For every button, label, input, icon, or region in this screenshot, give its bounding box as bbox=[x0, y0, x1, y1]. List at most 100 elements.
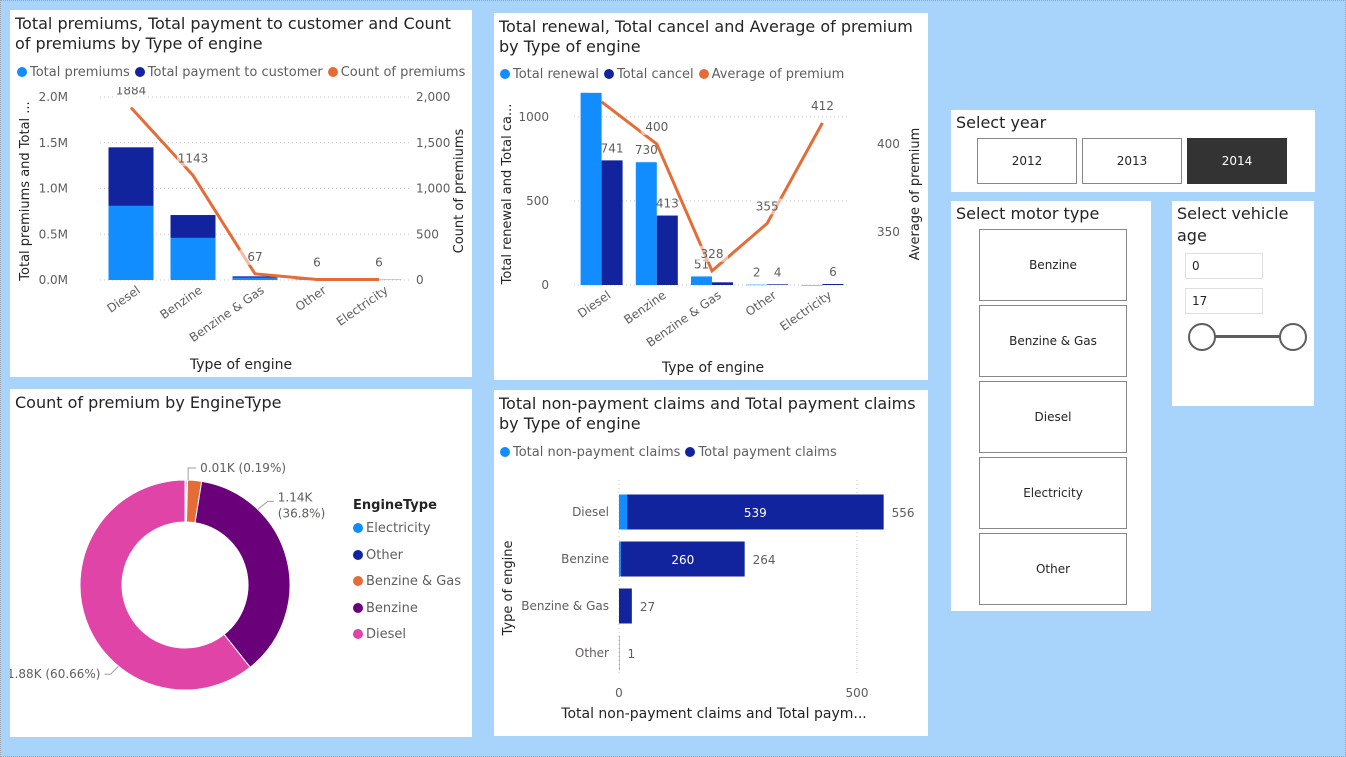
legend-item[interactable]: Electricity bbox=[353, 521, 461, 548]
x-tick-label: Other bbox=[293, 283, 329, 314]
legend-item[interactable]: Total premiums bbox=[17, 65, 130, 80]
chart-title: Total premiums, Total payment to custome… bbox=[15, 14, 452, 53]
chart-donut-card[interactable]: Count of premium by EngineType 0.01K (0.… bbox=[10, 389, 472, 737]
y-right-tick: 500 bbox=[416, 227, 439, 241]
bar-total-renewal bbox=[801, 285, 823, 286]
legend-dot-icon bbox=[353, 629, 363, 639]
legend-item[interactable]: Diesel bbox=[353, 627, 461, 654]
chart-renewal-card[interactable]: Total renewal, Total cancel and Average … bbox=[494, 13, 928, 380]
legend-label: Diesel bbox=[366, 627, 407, 642]
y-left-tick: 1.5M bbox=[39, 136, 68, 150]
bar-total-premiums bbox=[108, 205, 154, 280]
x-axis-label: Total non-payment claims and Total paym.… bbox=[560, 706, 866, 722]
chart-plot-3[interactable]: 0.01K (0.19%) 1.14K (36.8%) 1.88K (60.66%) bbox=[10, 417, 350, 737]
age-slider-fill bbox=[1200, 335, 1294, 338]
age-max-input[interactable]: 17 bbox=[1185, 288, 1263, 314]
data-label-renewal: 730 bbox=[635, 143, 658, 157]
slicer-vehicle-age: Select vehicle age 0 17 bbox=[1172, 201, 1314, 406]
y-right-tick: 350 bbox=[877, 225, 900, 239]
legend-title: EngineType bbox=[353, 498, 437, 513]
slicer-year: Select year 2012 2013 2014 bbox=[951, 110, 1315, 192]
donut-slice-diesel bbox=[79, 479, 251, 691]
motor-button-benzine-gas[interactable]: Benzine & Gas bbox=[979, 305, 1127, 377]
bar-total-cancel bbox=[822, 283, 844, 285]
chart-premiums-card[interactable]: Total premiums, Total payment to custome… bbox=[10, 10, 472, 377]
y-left-tick: 0.5M bbox=[39, 227, 68, 241]
chart-title: Total non-payment claims and Total payme… bbox=[499, 394, 916, 433]
legend-item[interactable]: Total cancel bbox=[604, 67, 694, 82]
y-left-tick: 0 bbox=[541, 278, 549, 292]
legend-item[interactable]: Total non-payment claims bbox=[500, 445, 680, 460]
bar-total-payment bbox=[170, 215, 216, 238]
legend-item[interactable]: Other bbox=[353, 548, 461, 575]
x-axis-label: Type of engine bbox=[189, 357, 292, 373]
chart-plot-4[interactable]: 0 500 Type of engine Total non-payment clai… bbox=[494, 470, 928, 736]
chart-legend: Total premiums Total payment to customer C… bbox=[17, 65, 470, 80]
motor-button-electricity[interactable]: Electricity bbox=[979, 457, 1127, 529]
age-slider-min-handle[interactable] bbox=[1188, 323, 1216, 351]
data-label-bg bbox=[640, 119, 673, 136]
bar-non-payment-claims bbox=[619, 541, 621, 577]
bar-total-renewal bbox=[635, 162, 657, 285]
age-min-input[interactable]: 0 bbox=[1185, 253, 1263, 279]
x-tick-label: 500 bbox=[846, 686, 869, 700]
x-tick-label: Diesel bbox=[104, 283, 142, 316]
y-left-axis-label: Total renewal and Total ca... bbox=[500, 104, 515, 286]
slicer-title: Select year bbox=[956, 113, 1047, 132]
legend-item[interactable]: Total payment claims bbox=[685, 445, 837, 460]
data-label: 412 bbox=[811, 99, 834, 113]
y-right-tick: 0 bbox=[416, 273, 424, 287]
legend-label: Benzine bbox=[366, 600, 418, 616]
legend-item[interactable]: Total payment to customer bbox=[134, 65, 323, 80]
x-tick-label: Benzine bbox=[157, 283, 204, 322]
legend-item[interactable]: Count of premiums bbox=[327, 65, 465, 80]
donut-legend: EngineType Electricity Other Benzine & G… bbox=[353, 498, 461, 654]
legend-dot-icon bbox=[134, 67, 145, 77]
legend-item[interactable]: Benzine & Gas bbox=[353, 574, 461, 601]
data-label-cancel: 413 bbox=[656, 197, 679, 211]
year-button-2013[interactable]: 2013 bbox=[1082, 138, 1182, 184]
bar-total-label: 27 bbox=[640, 600, 655, 614]
bar-total-payment bbox=[108, 147, 154, 206]
y-right-axis-label: Count of premiums bbox=[452, 128, 467, 253]
x-axis-label: Type of engine bbox=[661, 360, 764, 376]
legend-dot-icon bbox=[500, 447, 510, 457]
year-button-2014[interactable]: 2014 bbox=[1187, 138, 1287, 184]
data-label-cancel: 4 bbox=[774, 265, 782, 279]
legend-label: Total non-payment claims bbox=[513, 445, 681, 460]
legend-item[interactable]: Average of premium bbox=[698, 67, 845, 82]
legend-dot-icon bbox=[500, 69, 510, 79]
legend-item[interactable]: Benzine bbox=[353, 601, 461, 628]
legend-dot-icon bbox=[353, 576, 363, 586]
data-label-bg bbox=[585, 90, 618, 93]
bar-payment-claims bbox=[627, 494, 884, 530]
motor-button-other[interactable]: Other bbox=[979, 533, 1127, 605]
chart-claims-card[interactable]: Total non-payment claims and Total payme… bbox=[494, 390, 928, 736]
bar-non-payment-claims bbox=[619, 494, 628, 530]
donut-label-benzine: 1.14K bbox=[278, 490, 314, 504]
legend-dot-icon bbox=[604, 69, 614, 79]
data-label-bg bbox=[239, 248, 271, 265]
data-label-cancel: 6 bbox=[829, 265, 837, 279]
y-right-axis-label: Average of premium bbox=[908, 128, 923, 261]
y-right-tick: 1,000 bbox=[416, 182, 450, 196]
data-label: 400 bbox=[645, 120, 668, 134]
data-label: 424 bbox=[590, 90, 613, 92]
chart-plot-2[interactable]: 1000 500 0 400 350 Total renewal and Total ca… bbox=[494, 90, 928, 380]
age-slider-max-handle[interactable] bbox=[1279, 323, 1307, 351]
bar-total-label: 556 bbox=[892, 506, 915, 520]
motor-button-diesel[interactable]: Diesel bbox=[979, 381, 1127, 453]
motor-button-benzine[interactable]: Benzine bbox=[979, 229, 1127, 301]
legend-label: Average of premium bbox=[711, 67, 845, 82]
legend-item[interactable]: Total renewal bbox=[500, 67, 599, 82]
leader-line bbox=[187, 467, 197, 481]
chart-legend: Total non-payment claims Total payment cl… bbox=[500, 445, 842, 460]
age-slider-track[interactable] bbox=[1200, 335, 1294, 338]
legend-label: Benzine & Gas bbox=[366, 574, 462, 589]
chart-plot-1[interactable]: 2.0M 1.5M 1.0M 0.5M 0.0M 2,000 1,500 1,000 500 0 T… bbox=[10, 87, 472, 377]
x-tick-label: Electricity bbox=[334, 283, 391, 329]
donut-label-diesel: 1.88K (60.66%) bbox=[10, 667, 100, 681]
slicer-title-line: Select vehicle bbox=[1177, 204, 1289, 223]
line-count-of-premiums bbox=[129, 106, 379, 281]
year-button-2012[interactable]: 2012 bbox=[977, 138, 1077, 184]
